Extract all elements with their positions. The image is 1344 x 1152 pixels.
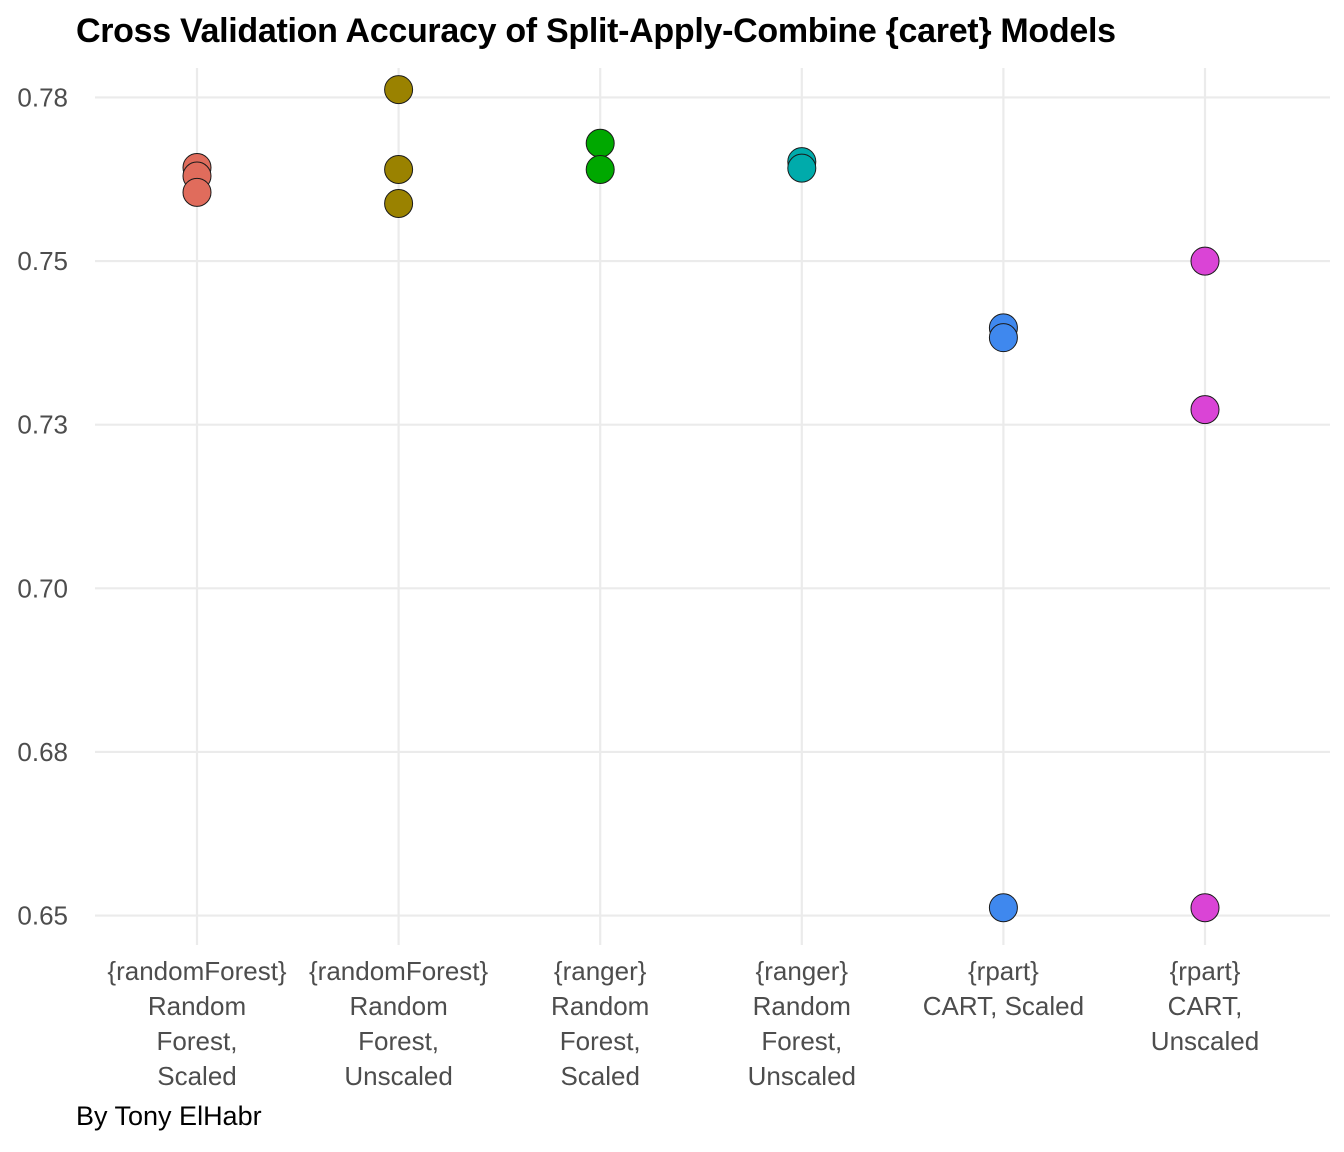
data-point [988,323,1018,353]
x-tick-label: {rpart} CART, Scaled [923,956,1084,1021]
data-point [1190,893,1220,923]
data-point [787,153,817,183]
x-tick-label: {ranger} Random Forest, Scaled [551,956,649,1091]
data-point [1190,395,1220,425]
x-tick-label: {rpart} CART, Unscaled [1151,956,1259,1056]
x-axis-ticks: {randomForest} Random Forest, Scaled{random… [107,956,1259,1091]
data-points [182,75,1220,923]
data-point [1190,246,1220,276]
data-point [384,188,414,218]
x-tick-label: {ranger} Random Forest, Unscaled [748,956,856,1091]
data-point [988,893,1018,923]
y-tick-label: 0.68 [17,737,68,767]
y-tick-label: 0.73 [17,410,68,440]
y-tick-label: 0.78 [17,82,68,112]
y-tick-label: 0.65 [17,901,68,931]
data-point [182,177,212,207]
chart-caption: By Tony ElHabr [76,1101,262,1131]
y-tick-label: 0.70 [17,573,68,603]
x-tick-label: {randomForest} Random Forest, Unscaled [309,956,489,1091]
x-tick-label: {randomForest} Random Forest, Scaled [107,956,287,1091]
y-axis-ticks: 0.65 0.68 0.70 0.73 0.75 0.78 [17,82,68,930]
data-point [585,128,615,158]
y-tick-label: 0.75 [17,246,68,276]
grid-lines [95,68,1330,945]
data-point [384,75,414,105]
data-point [585,154,615,184]
chart-title: Cross Validation Accuracy of Split-Apply… [76,12,1116,50]
data-point [384,154,414,184]
